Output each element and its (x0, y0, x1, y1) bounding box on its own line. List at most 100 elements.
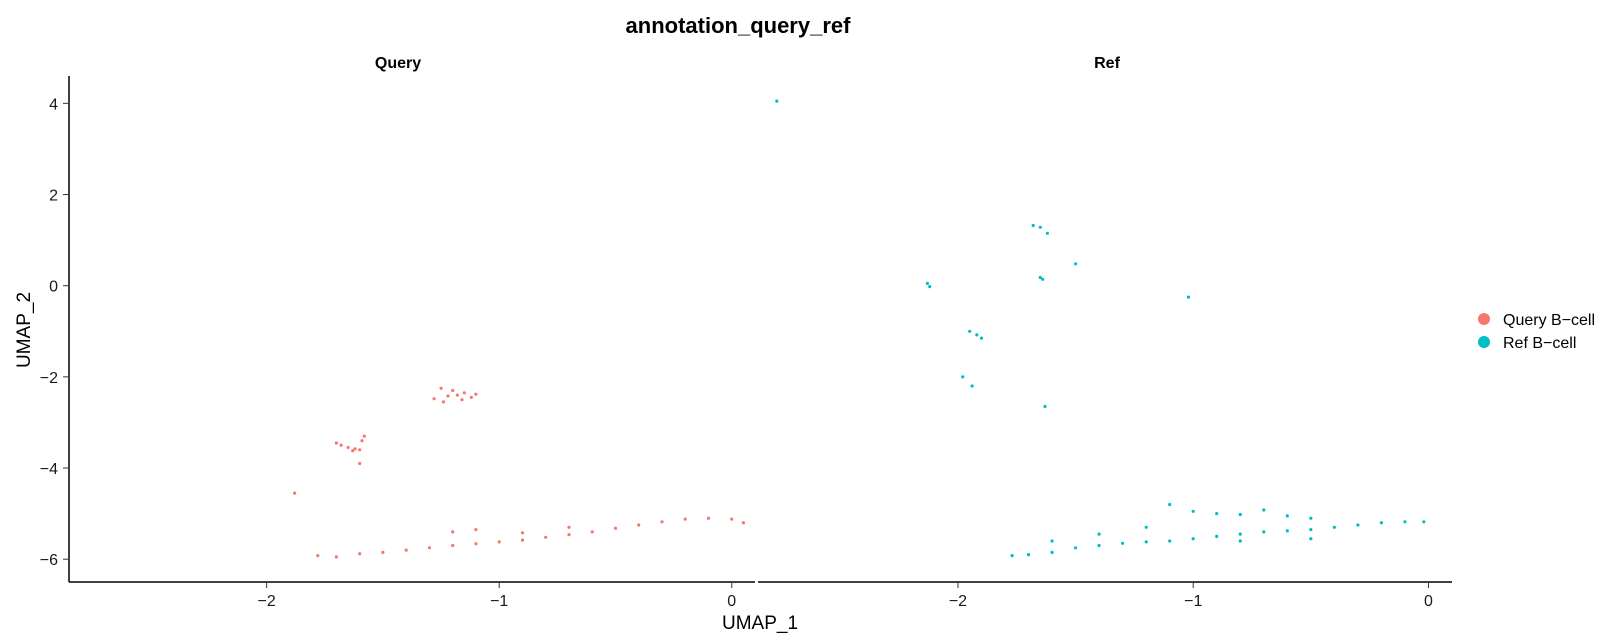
y-tick-label: 4 (49, 96, 58, 113)
data-point (451, 543, 455, 548)
data-point (567, 533, 571, 537)
data-point (1238, 539, 1242, 543)
data-point (1050, 539, 1054, 543)
data-point (520, 538, 525, 542)
data-point (613, 526, 618, 530)
data-point (1422, 520, 1426, 524)
y-ticks: 4 2 0 −2 −4 −6 (40, 96, 69, 569)
data-point (474, 542, 478, 546)
data-point (432, 397, 436, 401)
data-point (1031, 223, 1035, 228)
data-point (1191, 537, 1195, 541)
legend-key-query (1478, 313, 1490, 325)
data-point (683, 517, 687, 521)
data-point (1191, 509, 1195, 513)
data-point (334, 441, 338, 445)
data-point (316, 554, 320, 558)
data-point (360, 439, 364, 443)
data-point (474, 528, 478, 532)
data-point (1045, 231, 1049, 235)
facet-label-query: Query (375, 55, 421, 72)
data-point (1074, 262, 1078, 266)
legend-label-query: Query B−cell (1503, 312, 1595, 329)
data-point (1215, 511, 1219, 516)
data-point (1010, 554, 1014, 558)
data-point (1309, 516, 1313, 520)
data-point (1026, 553, 1031, 557)
data-point (1168, 539, 1172, 543)
data-point (1262, 530, 1266, 534)
data-point (439, 386, 443, 390)
data-point (339, 443, 343, 447)
points-query (293, 386, 746, 559)
data-point (1262, 508, 1266, 512)
data-point (404, 548, 408, 552)
points-ref (775, 99, 1426, 558)
data-point (1168, 502, 1172, 507)
data-point (1097, 543, 1101, 548)
data-point (1238, 532, 1242, 536)
data-point (1038, 225, 1042, 229)
data-point (353, 447, 357, 451)
data-point (351, 449, 355, 453)
x-tick-label: −2 (258, 593, 276, 610)
chart-title: annotation_query_ref (626, 13, 852, 38)
y-tick-label: −2 (40, 370, 58, 387)
data-point (975, 333, 979, 337)
data-point (520, 531, 525, 535)
x-tick-label: 0 (727, 593, 736, 610)
data-point (1097, 532, 1101, 536)
facet-label-ref: Ref (1094, 55, 1120, 72)
data-point (455, 393, 459, 397)
data-point (1215, 534, 1219, 539)
data-point (427, 546, 431, 550)
data-point (928, 285, 932, 289)
facet-panel-query: Query −2 −1 0 (68, 55, 755, 610)
data-point (381, 550, 385, 555)
legend: Query B−cell Ref B−cell (1478, 312, 1595, 352)
data-point (362, 434, 366, 438)
y-tick-label: −6 (40, 552, 58, 569)
data-point (1043, 404, 1047, 409)
y-axis-title: UMAP_2 (14, 292, 35, 368)
x-ticks-ref: −2 −1 0 (949, 582, 1433, 610)
data-point (460, 398, 464, 402)
data-point (451, 530, 455, 534)
data-point (730, 517, 734, 521)
y-tick-label: 2 (49, 188, 58, 205)
data-point (497, 540, 501, 544)
data-point (1238, 512, 1242, 517)
data-point (469, 395, 473, 399)
data-point (451, 388, 455, 393)
data-point (1285, 514, 1289, 518)
x-ticks-query: −2 −1 0 (258, 582, 736, 610)
data-point (1309, 537, 1313, 541)
data-point (1285, 529, 1289, 533)
data-point (358, 552, 362, 556)
data-point (1356, 523, 1360, 527)
data-point (1332, 525, 1336, 529)
data-point (462, 391, 466, 395)
data-point (1121, 541, 1125, 545)
data-point (441, 400, 445, 404)
data-point (334, 555, 338, 559)
data-point (1403, 520, 1407, 524)
x-axis-title: UMAP_1 (722, 613, 798, 634)
legend-key-ref (1478, 336, 1490, 348)
data-point (358, 448, 362, 452)
data-point (775, 99, 779, 103)
data-point (346, 445, 350, 450)
data-point (637, 523, 641, 527)
data-point (1186, 295, 1191, 299)
data-point (660, 520, 664, 524)
data-point (1379, 521, 1383, 525)
facet-panel-ref: Ref −2 −1 0 (758, 55, 1452, 610)
y-tick-label: −4 (40, 461, 58, 478)
data-point (1038, 275, 1042, 280)
data-point (293, 491, 297, 495)
data-point (741, 521, 746, 525)
data-point (567, 525, 571, 529)
data-point (590, 530, 594, 534)
data-point (544, 535, 548, 539)
